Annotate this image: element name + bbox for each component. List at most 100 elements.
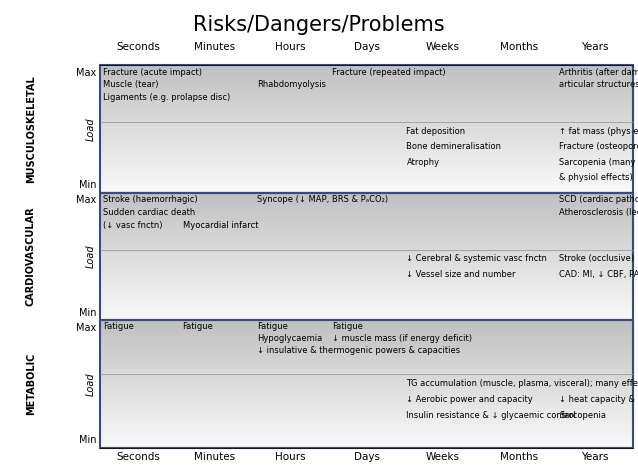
Bar	[100, 258, 633, 261]
Text: Max: Max	[76, 195, 96, 205]
Bar	[100, 192, 633, 195]
Text: Days: Days	[353, 452, 380, 462]
Bar	[100, 350, 633, 352]
Bar	[100, 337, 633, 339]
Bar	[100, 65, 633, 193]
Bar	[100, 286, 633, 288]
Bar	[100, 371, 633, 374]
Bar	[100, 244, 633, 246]
Bar	[100, 344, 633, 346]
Text: ↓ insulative & thermogenic powers & capacities: ↓ insulative & thermogenic powers & capa…	[257, 346, 461, 355]
Bar	[100, 203, 633, 206]
Text: Stroke (occlusive): Stroke (occlusive)	[560, 254, 635, 263]
Bar	[100, 414, 633, 416]
Bar	[100, 446, 633, 448]
Bar	[100, 307, 633, 310]
Bar	[100, 431, 633, 433]
Bar	[100, 139, 633, 141]
Bar	[100, 254, 633, 257]
Text: Fracture (repeated impact): Fracture (repeated impact)	[332, 68, 445, 77]
Text: Atherosclerosis (legs): Atherosclerosis (legs)	[560, 208, 638, 217]
Bar	[100, 79, 633, 82]
Bar	[100, 439, 633, 442]
Text: Fatigue: Fatigue	[332, 322, 363, 331]
Bar	[100, 407, 633, 410]
Bar	[100, 395, 633, 397]
Bar	[100, 276, 633, 278]
Bar	[100, 205, 633, 208]
Bar	[100, 195, 633, 197]
Bar	[100, 327, 633, 329]
Bar	[100, 324, 633, 327]
Text: Min: Min	[78, 436, 96, 446]
Bar	[100, 169, 633, 171]
Bar	[100, 156, 633, 159]
Text: CARDIOVASCULAR: CARDIOVASCULAR	[26, 207, 36, 307]
Text: Seconds: Seconds	[116, 42, 160, 52]
Bar	[100, 133, 633, 135]
Bar	[100, 122, 633, 125]
Text: ↓ Vessel size and number: ↓ Vessel size and number	[406, 270, 516, 279]
Bar	[100, 290, 633, 293]
Bar	[100, 95, 633, 97]
Bar	[100, 309, 633, 312]
Bar	[100, 201, 633, 203]
Bar	[100, 360, 633, 363]
Bar	[100, 401, 633, 403]
Text: Hours: Hours	[275, 452, 306, 462]
Bar	[100, 90, 633, 93]
Bar	[100, 441, 633, 444]
Text: Fatigue: Fatigue	[257, 322, 288, 331]
Bar	[100, 386, 633, 388]
Bar	[100, 199, 633, 201]
Bar	[100, 380, 633, 382]
Bar	[100, 282, 633, 284]
Bar	[100, 397, 633, 399]
Bar	[100, 116, 633, 118]
Bar	[100, 241, 633, 244]
Bar	[100, 197, 633, 199]
Text: Risks/Dangers/Problems: Risks/Dangers/Problems	[193, 15, 445, 35]
Text: Sarcopenia: Sarcopenia	[560, 411, 607, 420]
Text: SCD (cardiac pathology): SCD (cardiac pathology)	[560, 195, 638, 204]
Text: Hours: Hours	[275, 42, 306, 52]
Bar	[100, 322, 633, 325]
Bar	[100, 75, 633, 78]
Text: Syncope (↓ MAP, BRS & PₐCO₂): Syncope (↓ MAP, BRS & PₐCO₂)	[257, 195, 389, 204]
Bar	[100, 348, 633, 350]
Text: Max: Max	[76, 68, 96, 78]
Bar	[100, 144, 633, 146]
Bar	[100, 260, 633, 263]
Bar	[100, 267, 633, 269]
Text: articular structures): articular structures)	[560, 80, 638, 89]
Bar	[100, 412, 633, 414]
Bar	[100, 237, 633, 239]
Bar	[100, 92, 633, 95]
Bar	[100, 171, 633, 174]
Bar	[100, 444, 633, 446]
Bar	[100, 224, 633, 227]
Bar	[100, 88, 633, 90]
Text: Months: Months	[500, 452, 538, 462]
Bar	[100, 390, 633, 393]
Bar	[100, 335, 633, 337]
Text: Fracture (acute impact): Fracture (acute impact)	[103, 68, 202, 77]
Text: ↓ heat capacity & power: ↓ heat capacity & power	[560, 395, 638, 404]
Text: Seconds: Seconds	[116, 452, 160, 462]
Bar	[100, 295, 633, 297]
Bar	[100, 425, 633, 426]
Text: Min: Min	[78, 307, 96, 317]
Bar	[100, 103, 633, 105]
Bar	[100, 178, 633, 180]
Bar	[100, 365, 633, 367]
Text: ↓ Cerebral & systemic vasc fnctn: ↓ Cerebral & systemic vasc fnctn	[406, 254, 547, 263]
Bar	[100, 137, 633, 139]
Text: Bone demineralisation: Bone demineralisation	[406, 142, 501, 151]
Bar	[100, 303, 633, 306]
Text: Muscle (tear): Muscle (tear)	[103, 80, 158, 89]
Bar	[100, 320, 633, 322]
Text: Weeks: Weeks	[426, 452, 459, 462]
Bar	[100, 150, 633, 152]
Bar	[100, 339, 633, 342]
Bar	[100, 131, 633, 133]
